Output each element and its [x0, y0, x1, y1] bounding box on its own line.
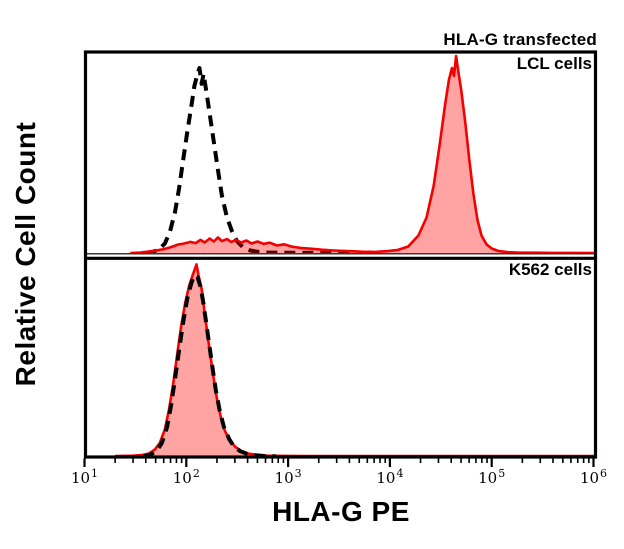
x-tick-label: 104 — [376, 467, 404, 487]
x-tick-label: 101 — [70, 467, 99, 487]
x-tick-label: 102 — [172, 467, 200, 487]
stained-histogram-outline — [130, 54, 595, 254]
panel-label-lcl-cells: LCL cells — [516, 54, 592, 73]
isotype-control-dashed-outline — [143, 273, 276, 457]
plot-border — [83, 50, 598, 459]
figure-title: HLA-G transfected — [443, 30, 597, 49]
x-axis-title: HLA-G PE — [272, 496, 410, 527]
y-axis-title: Relative Cell Count — [10, 121, 41, 387]
isotype-control-dashed-outline — [145, 66, 350, 254]
x-tick-label: 105 — [478, 467, 506, 487]
panel-label-k562-cells: K562 cells — [508, 260, 592, 279]
x-tick-label: 103 — [274, 467, 302, 487]
x-tick-label: 106 — [579, 467, 608, 487]
stained-histogram-fill — [130, 56, 595, 254]
